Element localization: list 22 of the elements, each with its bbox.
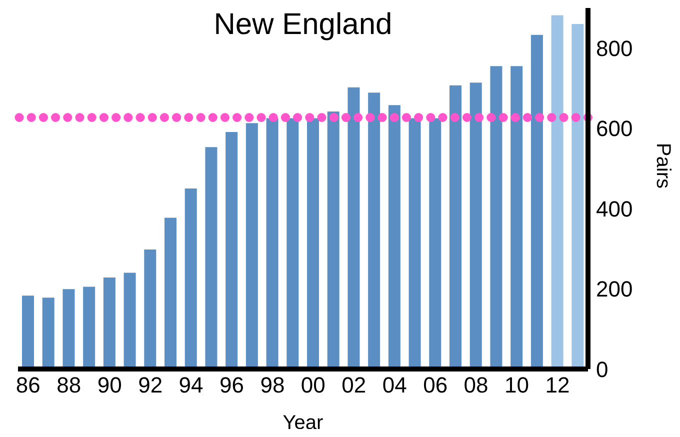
x-tick-label: 90 <box>97 372 122 398</box>
x-tick-label: 06 <box>423 372 448 398</box>
x-tick-label: 96 <box>220 372 244 398</box>
y-tick-label: 400 <box>596 196 633 222</box>
x-tick-label: 98 <box>260 372 285 398</box>
x-tick-label: 12 <box>545 372 570 398</box>
x-axis-title: Year <box>282 412 324 434</box>
x-tick-label: 04 <box>382 372 407 398</box>
x-tick-label: 86 <box>16 372 40 398</box>
y-tick-label: 800 <box>596 36 633 61</box>
chart-title: New England <box>214 8 392 41</box>
y-axis-title: Pairs <box>652 142 674 188</box>
x-tick-label: 02 <box>342 372 366 398</box>
y-tick-label: 200 <box>596 276 633 302</box>
x-tick-label: 92 <box>138 372 163 398</box>
x-tick-label: 00 <box>300 372 326 398</box>
y-tick-label: 600 <box>596 116 633 142</box>
x-tick-label: 88 <box>56 372 82 398</box>
x-tick-label: 94 <box>178 372 204 398</box>
x-tick-label: 08 <box>464 372 488 398</box>
x-tick-label: 10 <box>504 372 529 398</box>
y-tick-label: 0 <box>596 356 608 382</box>
